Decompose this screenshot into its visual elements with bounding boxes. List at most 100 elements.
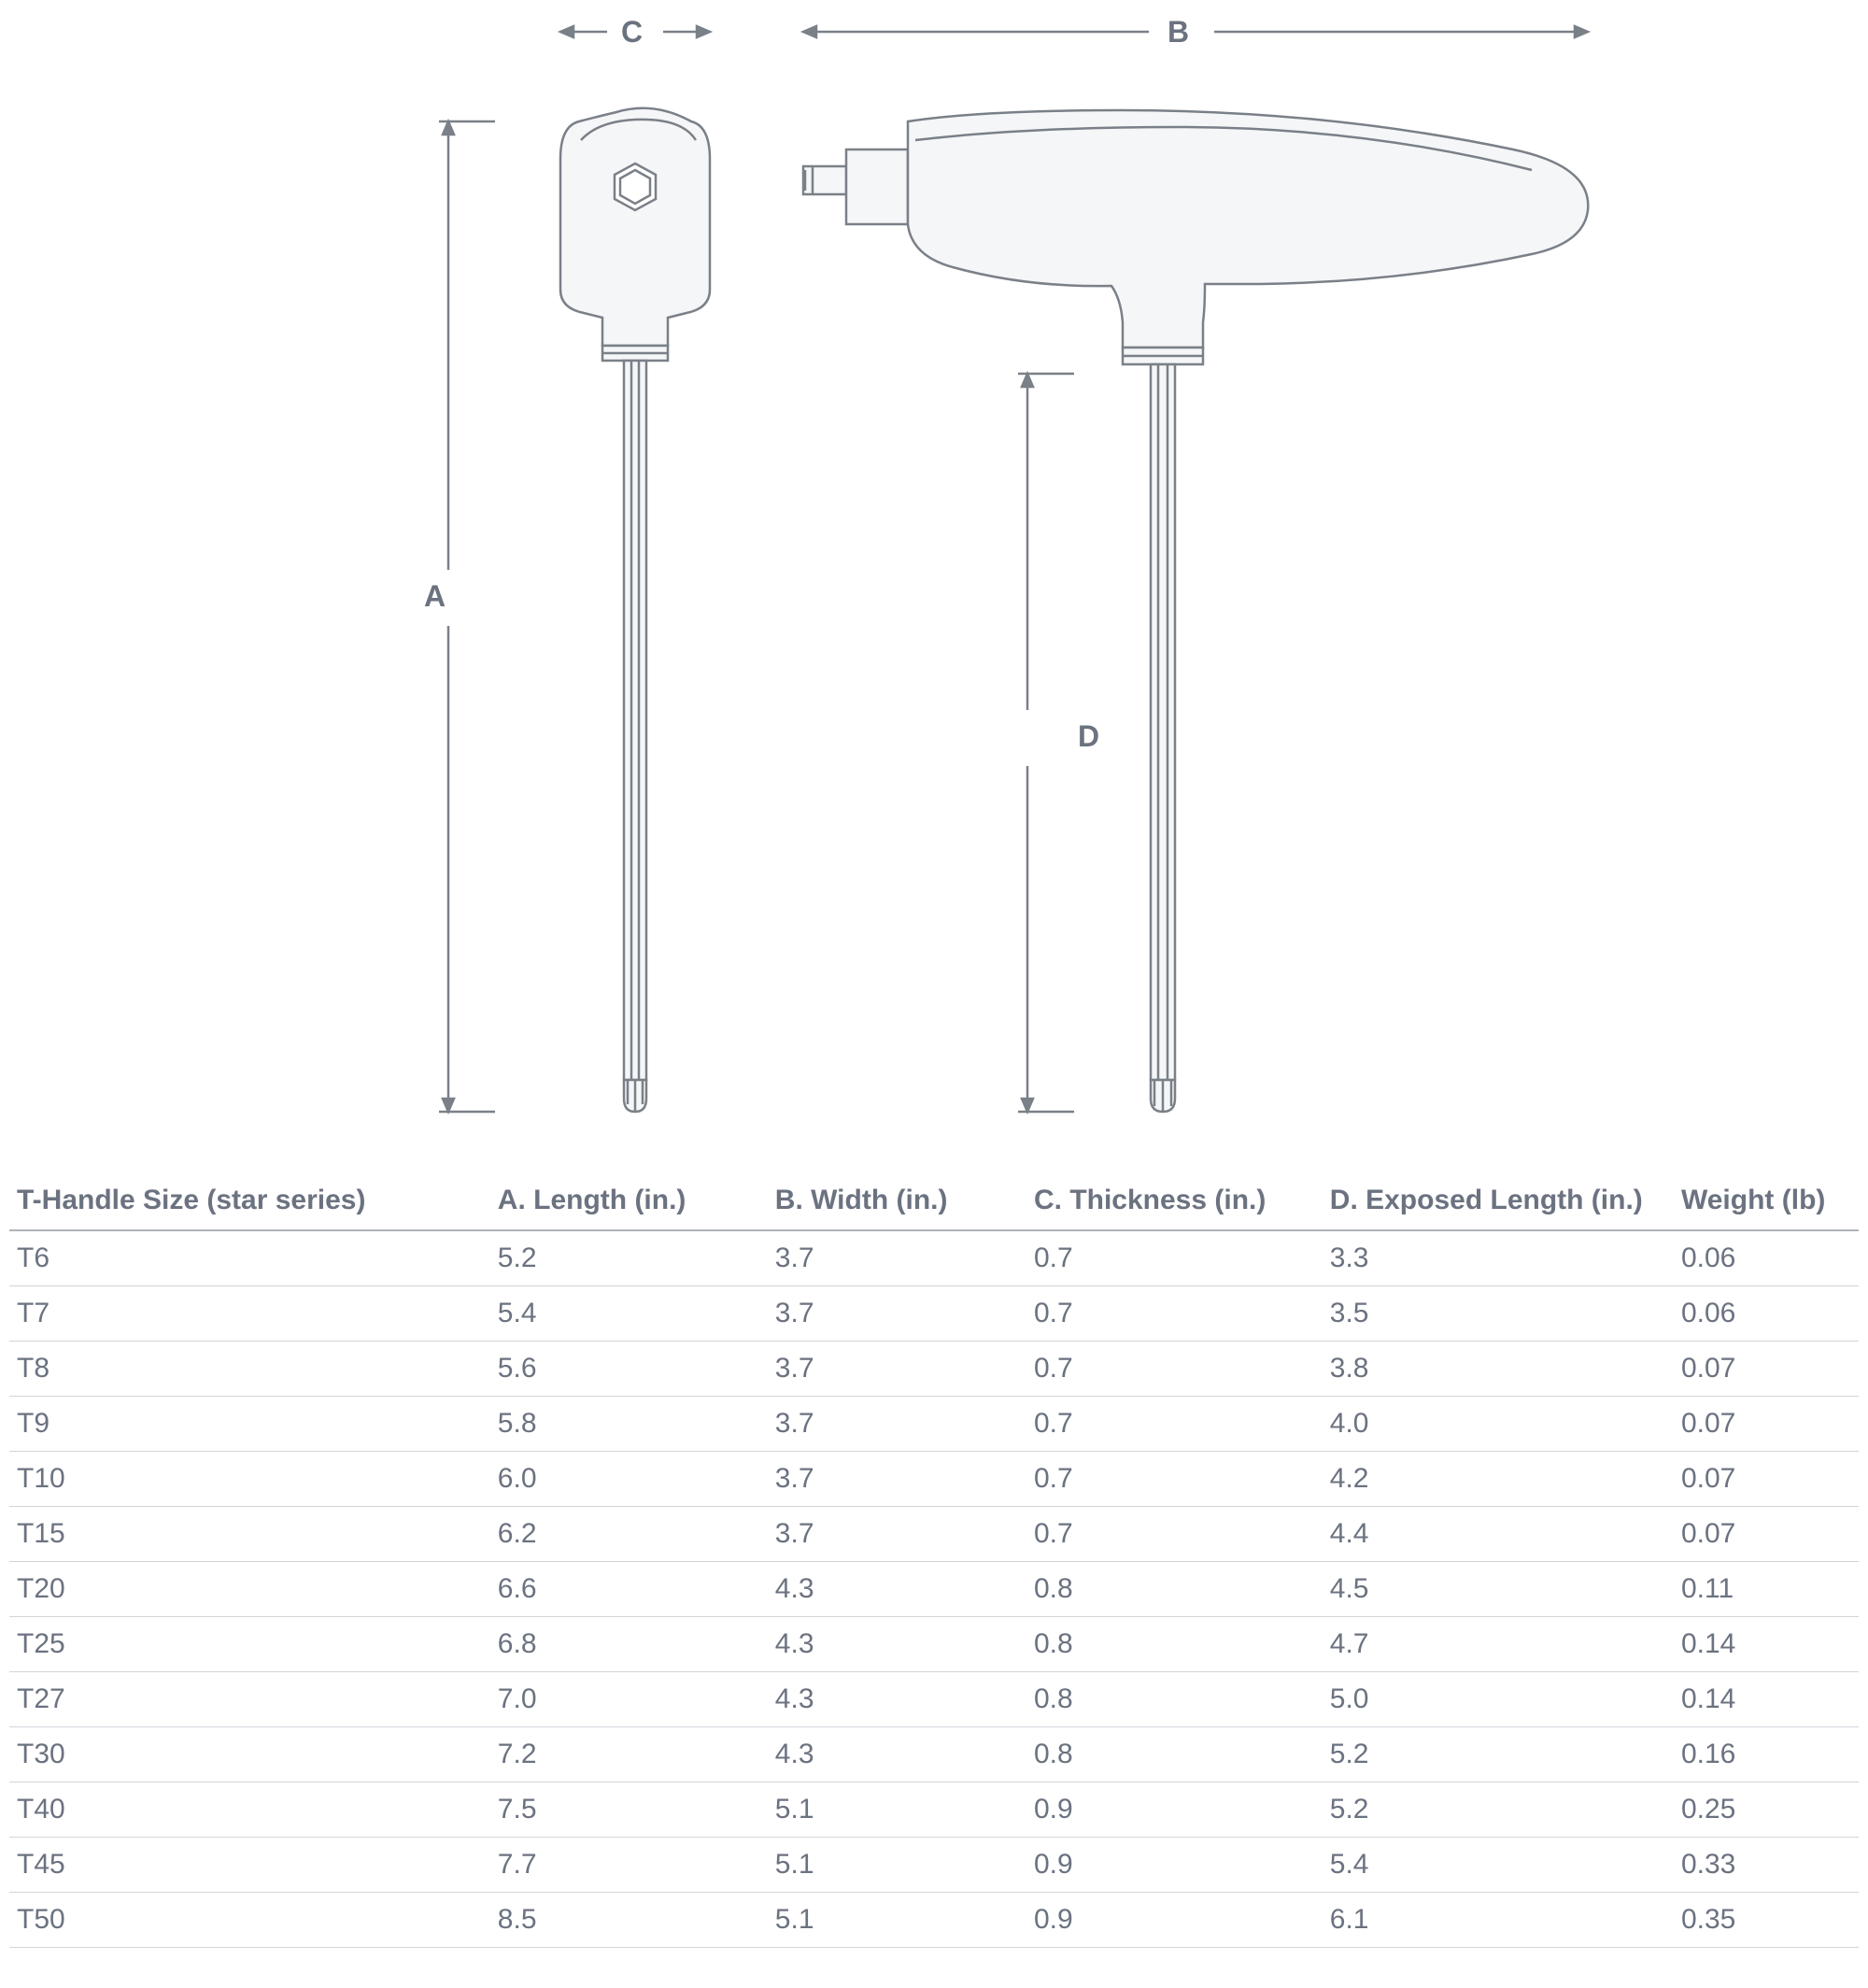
table-row: T277.04.30.85.00.14: [9, 1672, 1859, 1727]
table-cell: 7.0: [490, 1672, 768, 1727]
table-cell: 0.8: [1026, 1617, 1323, 1672]
table-cell: 3.7: [768, 1507, 1026, 1562]
table-cell: 0.07: [1674, 1452, 1859, 1507]
table-cell: 3.3: [1323, 1230, 1674, 1286]
table-cell: 0.7: [1026, 1397, 1323, 1452]
table-head: T-Handle Size (star series)A. Length (in…: [9, 1168, 1859, 1230]
table-cell: 0.25: [1674, 1782, 1859, 1838]
table-cell: T20: [9, 1562, 490, 1617]
table-cell: 7.2: [490, 1727, 768, 1782]
table-row: T65.23.70.73.30.06: [9, 1230, 1859, 1286]
table-cell: 5.1: [768, 1893, 1026, 1948]
table-cell: 0.07: [1674, 1342, 1859, 1397]
table-cell: T7: [9, 1286, 490, 1342]
table-cell: 3.7: [768, 1230, 1026, 1286]
table-cell: 0.7: [1026, 1286, 1323, 1342]
table-header-cell: Weight (lb): [1674, 1168, 1859, 1230]
table-cell: 0.33: [1674, 1838, 1859, 1893]
table-cell: 5.6: [490, 1342, 768, 1397]
table-cell: 6.2: [490, 1507, 768, 1562]
table-row: T508.55.10.96.10.35: [9, 1893, 1859, 1948]
table-row: T75.43.70.73.50.06: [9, 1286, 1859, 1342]
table-cell: 0.11: [1674, 1562, 1859, 1617]
table-cell: T45: [9, 1838, 490, 1893]
table-cell: T30: [9, 1727, 490, 1782]
table-cell: 6.0: [490, 1452, 768, 1507]
table-cell: 4.0: [1323, 1397, 1674, 1452]
table-cell: 4.3: [768, 1672, 1026, 1727]
table-cell: 0.8: [1026, 1562, 1323, 1617]
table-cell: T40: [9, 1782, 490, 1838]
table-cell: 0.16: [1674, 1727, 1859, 1782]
table-cell: 3.7: [768, 1286, 1026, 1342]
table-cell: 3.5: [1323, 1286, 1674, 1342]
table-cell: 0.7: [1026, 1230, 1323, 1286]
table-cell: 3.7: [768, 1452, 1026, 1507]
table-cell: 0.14: [1674, 1617, 1859, 1672]
table-cell: 0.07: [1674, 1507, 1859, 1562]
table-row: T156.23.70.74.40.07: [9, 1507, 1859, 1562]
table-cell: 3.8: [1323, 1342, 1674, 1397]
table-row: T206.64.30.84.50.11: [9, 1562, 1859, 1617]
table-cell: 5.1: [768, 1782, 1026, 1838]
table-cell: 5.2: [490, 1230, 768, 1286]
table-cell: 6.6: [490, 1562, 768, 1617]
table-cell: 0.06: [1674, 1286, 1859, 1342]
table-cell: 5.2: [1323, 1782, 1674, 1838]
table-cell: T9: [9, 1397, 490, 1452]
table-row: T95.83.70.74.00.07: [9, 1397, 1859, 1452]
table-cell: 8.5: [490, 1893, 768, 1948]
table-cell: 4.2: [1323, 1452, 1674, 1507]
table-cell: 0.9: [1026, 1838, 1323, 1893]
tool-diagram-svg: [0, 0, 1868, 1149]
table-header-cell: T-Handle Size (star series): [9, 1168, 490, 1230]
table-cell: 5.2: [1323, 1727, 1674, 1782]
table-cell: 0.8: [1026, 1672, 1323, 1727]
table-cell: 5.0: [1323, 1672, 1674, 1727]
table-cell: T6: [9, 1230, 490, 1286]
table-cell: 4.5: [1323, 1562, 1674, 1617]
table-cell: 4.3: [768, 1727, 1026, 1782]
table-cell: T25: [9, 1617, 490, 1672]
table-cell: 4.7: [1323, 1617, 1674, 1672]
spec-table-wrap: T-Handle Size (star series)A. Length (in…: [0, 1149, 1868, 1985]
table-cell: 7.7: [490, 1838, 768, 1893]
table-cell: 5.8: [490, 1397, 768, 1452]
table-cell: 5.4: [1323, 1838, 1674, 1893]
table-cell: 0.9: [1026, 1893, 1323, 1948]
table-cell: T10: [9, 1452, 490, 1507]
page: C B A D: [0, 0, 1868, 1985]
table-row: T85.63.70.73.80.07: [9, 1342, 1859, 1397]
table-row: T256.84.30.84.70.14: [9, 1617, 1859, 1672]
table-cell: 7.5: [490, 1782, 768, 1838]
table-header-cell: C. Thickness (in.): [1026, 1168, 1323, 1230]
table-body: T65.23.70.73.30.06T75.43.70.73.50.06T85.…: [9, 1230, 1859, 1948]
table-row: T106.03.70.74.20.07: [9, 1452, 1859, 1507]
table-cell: 5.4: [490, 1286, 768, 1342]
table-cell: T8: [9, 1342, 490, 1397]
table-cell: 0.7: [1026, 1452, 1323, 1507]
table-cell: 0.8: [1026, 1727, 1323, 1782]
diagram-area: C B A D: [0, 0, 1868, 1149]
table-cell: T50: [9, 1893, 490, 1948]
spec-table: T-Handle Size (star series)A. Length (in…: [9, 1168, 1859, 1948]
table-cell: 0.7: [1026, 1342, 1323, 1397]
table-header-cell: B. Width (in.): [768, 1168, 1026, 1230]
table-cell: 0.9: [1026, 1782, 1323, 1838]
table-header-cell: D. Exposed Length (in.): [1323, 1168, 1674, 1230]
table-cell: 0.35: [1674, 1893, 1859, 1948]
table-cell: 4.4: [1323, 1507, 1674, 1562]
table-cell: 4.3: [768, 1617, 1026, 1672]
table-cell: T15: [9, 1507, 490, 1562]
table-cell: 0.07: [1674, 1397, 1859, 1452]
table-cell: 0.7: [1026, 1507, 1323, 1562]
table-row: T307.24.30.85.20.16: [9, 1727, 1859, 1782]
table-cell: T27: [9, 1672, 490, 1727]
table-cell: 6.1: [1323, 1893, 1674, 1948]
table-cell: 4.3: [768, 1562, 1026, 1617]
table-cell: 5.1: [768, 1838, 1026, 1893]
table-cell: 3.7: [768, 1397, 1026, 1452]
table-row: T407.55.10.95.20.25: [9, 1782, 1859, 1838]
table-cell: 0.14: [1674, 1672, 1859, 1727]
table-cell: 6.8: [490, 1617, 768, 1672]
